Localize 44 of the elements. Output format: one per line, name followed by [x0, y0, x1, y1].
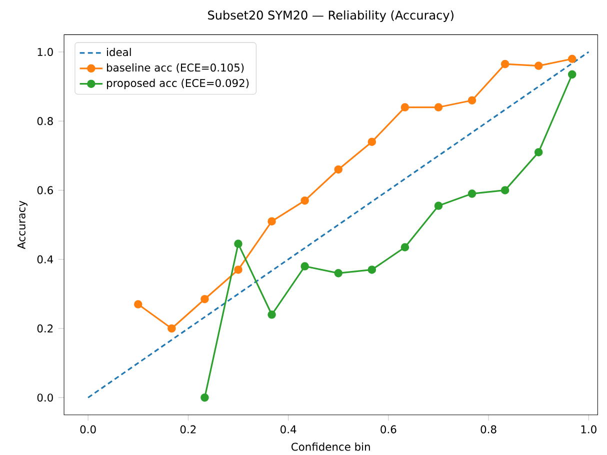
- x-tick-label: 1.0: [581, 425, 596, 434]
- point: [134, 300, 142, 308]
- y-tick-label: 0.0: [37, 393, 53, 402]
- point: [500, 186, 510, 194]
- y-axis-title: Accuracy: [17, 200, 28, 249]
- x-tick-label: 0.6: [380, 425, 396, 434]
- x-tick-label: 0.0: [80, 425, 96, 434]
- x-axis-title: Confidence bin: [292, 442, 370, 451]
- point: [368, 138, 376, 146]
- point: [568, 54, 576, 63]
- y-tick-label: 0.2: [37, 324, 53, 332]
- point: [468, 189, 476, 198]
- legend-label: ideal: [107, 48, 131, 56]
- y-tick-label: 0.4: [37, 255, 54, 264]
- point: [468, 96, 476, 104]
- point: [400, 243, 410, 252]
- point: [534, 148, 543, 156]
- y-tick-label: 0.8: [37, 116, 53, 126]
- point: [334, 268, 342, 278]
- point: [534, 62, 543, 70]
- point: [368, 265, 376, 274]
- point: [400, 103, 410, 112]
- point: [168, 324, 176, 333]
- point: [268, 310, 276, 319]
- point: [500, 60, 510, 68]
- point: [434, 103, 443, 112]
- y-tick-label: 1.0: [38, 48, 53, 56]
- point: [334, 165, 342, 174]
- point: [200, 294, 209, 304]
- point: [234, 240, 242, 248]
- legend-label: baseline acc (ECE=0.105): [106, 63, 244, 73]
- y-tick-label: 0.6: [37, 186, 53, 194]
- point: [268, 217, 276, 226]
- point: [568, 70, 576, 78]
- chart-title: Subset20 SYM20 — Reliability (Accuracy): [208, 10, 454, 22]
- x-tick-label: 0.4: [280, 425, 296, 434]
- point: [300, 196, 309, 205]
- point: [234, 265, 242, 274]
- point: [300, 262, 309, 270]
- legend-label: proposed acc (ECE=0.092): [106, 78, 249, 90]
- x-tick-label: 0.2: [180, 425, 196, 434]
- point: [434, 202, 443, 210]
- x-tick-label: 0.8: [480, 425, 496, 434]
- point: [200, 393, 209, 402]
